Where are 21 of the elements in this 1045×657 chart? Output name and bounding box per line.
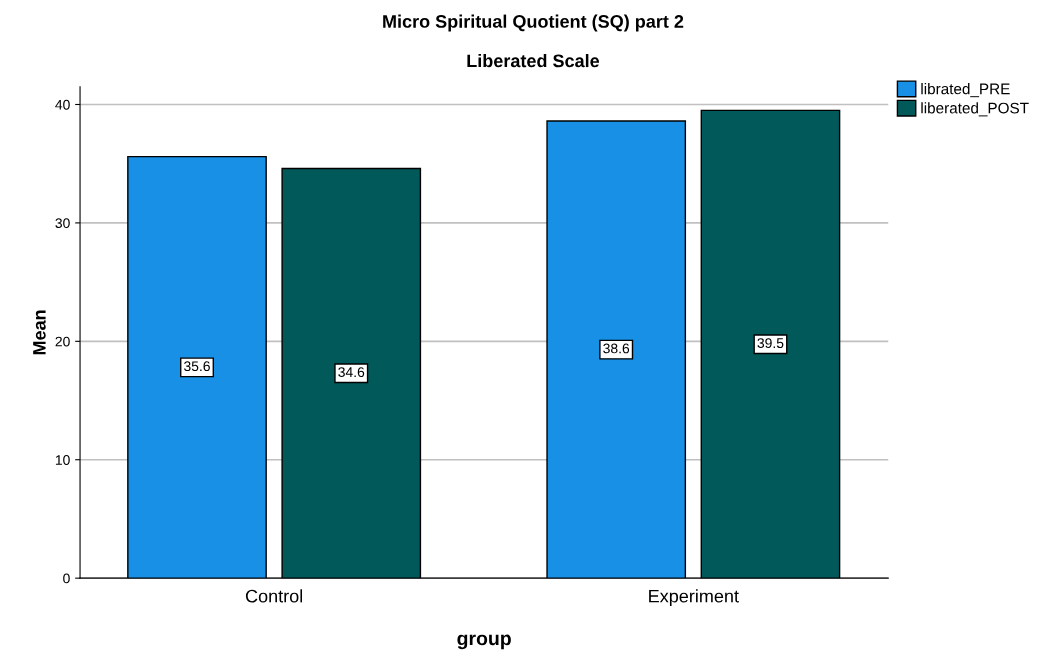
y-tick-label: 10 <box>55 455 70 465</box>
chart-title: Micro Spiritual Quotient (SQ) part 2 <box>383 14 684 32</box>
data-label: 39.5 <box>757 338 784 349</box>
y-axis-title: Mean <box>33 310 46 355</box>
y-tick-label: 0 <box>63 573 70 584</box>
data-label: 38.6 <box>603 343 630 354</box>
bar <box>700 109 841 579</box>
data-label: 34.6 <box>338 367 365 378</box>
x-tick-label: Control <box>245 589 303 603</box>
y-tick-label: 30 <box>55 218 70 229</box>
data-label: 35.6 <box>184 361 210 372</box>
y-tick-label: 20 <box>55 336 70 347</box>
x-axis-title: group <box>457 634 511 650</box>
bar <box>127 155 267 579</box>
bar <box>546 120 687 579</box>
chart-subtitle: Liberated Scale <box>467 54 600 68</box>
x-tick-label: Experiment <box>649 589 739 607</box>
legend-label: librated_PRE <box>921 83 1010 98</box>
y-tick-label: 40 <box>55 99 70 110</box>
bar <box>281 167 422 579</box>
legend-label: liberated_POST <box>921 102 1029 117</box>
